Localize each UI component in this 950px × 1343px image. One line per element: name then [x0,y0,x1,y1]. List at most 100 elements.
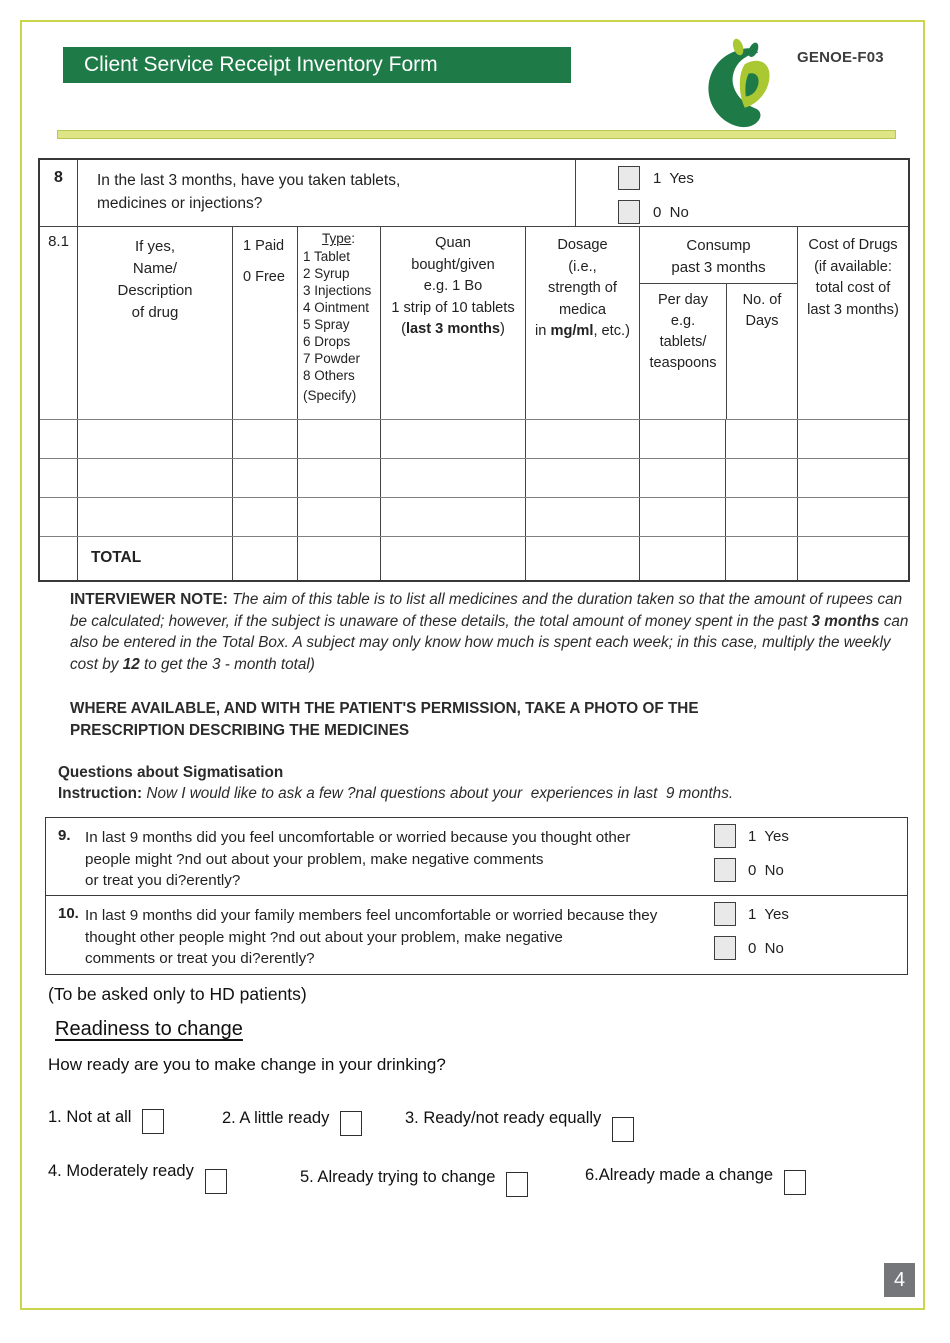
type-item: 5 Spray [303,317,350,332]
q9-yes-checkbox[interactable] [714,824,736,848]
page-number-badge: 4 [884,1263,915,1297]
page-border-frame: Client Service Receipt Inventory Form GE… [20,20,925,1310]
readiness-option-6-checkbox[interactable] [784,1170,807,1195]
q10-yes-checkbox[interactable] [714,902,736,926]
type-item: 2 Syrup [303,266,350,281]
cell-drug-name[interactable] [77,459,232,497]
cell-days[interactable] [725,498,797,536]
cell-total-per-day[interactable] [639,537,725,580]
readiness-question: How ready are you to make change in your… [48,1055,446,1074]
divider-bar [57,130,896,139]
question-8-text: In the last 3 months, have you taken tab… [77,160,575,226]
total-label: TOTAL [77,537,232,580]
cell-per-day[interactable] [639,459,725,497]
readiness-option-6: 6.Already made a change [585,1166,807,1195]
cell-paid-free[interactable] [232,420,297,458]
cell-per-day[interactable] [639,498,725,536]
stigmatisation-heading: Questions about Sigmatisation [58,764,284,781]
table-total-row: TOTAL [40,536,908,580]
cell-total-type[interactable] [297,537,380,580]
cell-paid-free[interactable] [232,498,297,536]
cell-paid-free[interactable] [232,459,297,497]
cell-quantity[interactable] [380,459,525,497]
cell-type[interactable] [297,498,380,536]
stigma-questions-box: 9. In last 9 months did you feel uncomfo… [45,817,908,975]
cell-dosage[interactable] [525,498,639,536]
cell-total-dosage[interactable] [525,537,639,580]
question-10-row: 10. In last 9 months did your family mem… [46,896,907,973]
table-number-header: 8.1 [48,233,69,250]
readiness-option-4: 4. Moderately ready [48,1162,227,1194]
cell-number[interactable] [40,420,77,458]
q8-no-label: 0 No [653,203,689,221]
table-row [40,419,908,458]
cell-number[interactable] [40,459,77,497]
interviewer-note: INTERVIEWER NOTE: The aim of this table … [70,591,909,673]
cell-cost[interactable] [797,420,908,458]
question-10-text: In last 9 months did your family members… [85,907,658,967]
cell-drug-name[interactable] [77,498,232,536]
cell-days[interactable] [725,459,797,497]
col-header-per-day: Per day e.g. tablets/ teaspoons [649,292,717,371]
col-header-consumption-group: Consump past 3 months Per day e.g. table… [639,227,797,419]
type-item: 6 Drops [303,334,351,349]
question-9-row: 9. In last 9 months did you feel uncomfo… [46,818,907,896]
readiness-option-1-checkbox[interactable] [142,1109,165,1134]
cell-dosage[interactable] [525,420,639,458]
table-row [40,458,908,497]
type-item: 8 Others [303,368,355,383]
readiness-option-5-checkbox[interactable] [506,1172,529,1197]
cell-cost[interactable] [797,498,908,536]
cell-cost[interactable] [797,459,908,497]
free-label: 0 Free [243,269,285,285]
q8-yes-checkbox[interactable] [618,166,640,190]
cell-number[interactable] [40,498,77,536]
form-title-bar: Client Service Receipt Inventory Form [63,47,571,83]
cell-quantity[interactable] [380,498,525,536]
col-header-quantity: Quan bought/given e.g. 1 Bo 1 strip of 1… [380,227,525,419]
q9-no-checkbox[interactable] [714,858,736,882]
readiness-option-2: 2. A little ready [222,1109,363,1136]
q9-no-label: 0 No [748,861,784,879]
col-header-no-of-days: No. of Days [726,284,797,419]
readiness-option-2-checkbox[interactable] [340,1111,363,1136]
cell-total-days[interactable] [725,537,797,580]
readiness-option-5: 5. Already trying to change [300,1168,529,1197]
medicines-table: 8 In the last 3 months, have you taken t… [38,158,910,582]
consumption-title: Consump past 3 months [640,227,797,284]
paid-label: 1 Paid [243,238,285,254]
cell-dosage[interactable] [525,459,639,497]
type-item: 1 Tablet [303,249,351,264]
form-code: GENOE-F03 [797,49,884,66]
question-8-number: 8 [54,169,63,186]
question-10-answers: 1 Yes 0 No [714,902,789,970]
cell-days[interactable] [725,420,797,458]
question-9-text: In last 9 months did you feel uncomforta… [85,829,631,889]
cell-total-paid-free[interactable] [232,537,297,580]
question-9-answers: 1 Yes 0 No [714,824,789,892]
q8-yes-label: 1 Yes [653,169,694,187]
q8-no-checkbox[interactable] [618,200,640,224]
q10-yes-label: 1 Yes [748,905,789,923]
cell-type[interactable] [297,420,380,458]
type-item: 3 Injections [303,283,372,298]
readiness-option-1: 1. Not at all [48,1108,165,1134]
cell-drug-name[interactable] [77,420,232,458]
cell-total-cost[interactable] [797,537,908,580]
q9-yes-label: 1 Yes [748,827,789,845]
photo-permission-note: WHERE AVAILABLE, AND WITH THE PATIENT'S … [70,700,699,739]
col-header-type: Type: 1 Tablet 2 Syrup 3 Injections 4 Oi… [297,227,380,419]
type-item: (Specify) [303,388,357,403]
readiness-title: Readiness to change [55,1018,243,1040]
cell-total-quantity[interactable] [380,537,525,580]
cell-per-day[interactable] [639,420,725,458]
cell-type[interactable] [297,459,380,497]
readiness-option-4-checkbox[interactable] [204,1169,227,1194]
cell-quantity[interactable] [380,420,525,458]
organization-logo-icon [708,38,770,128]
q10-no-checkbox[interactable] [714,936,736,960]
col-header-drug-name: If yes, Name/ Description of drug [77,227,232,419]
readiness-option-3-checkbox[interactable] [612,1117,635,1142]
table-header-row: 8.1 If yes, Name/ Description of drug 1 … [40,226,908,419]
